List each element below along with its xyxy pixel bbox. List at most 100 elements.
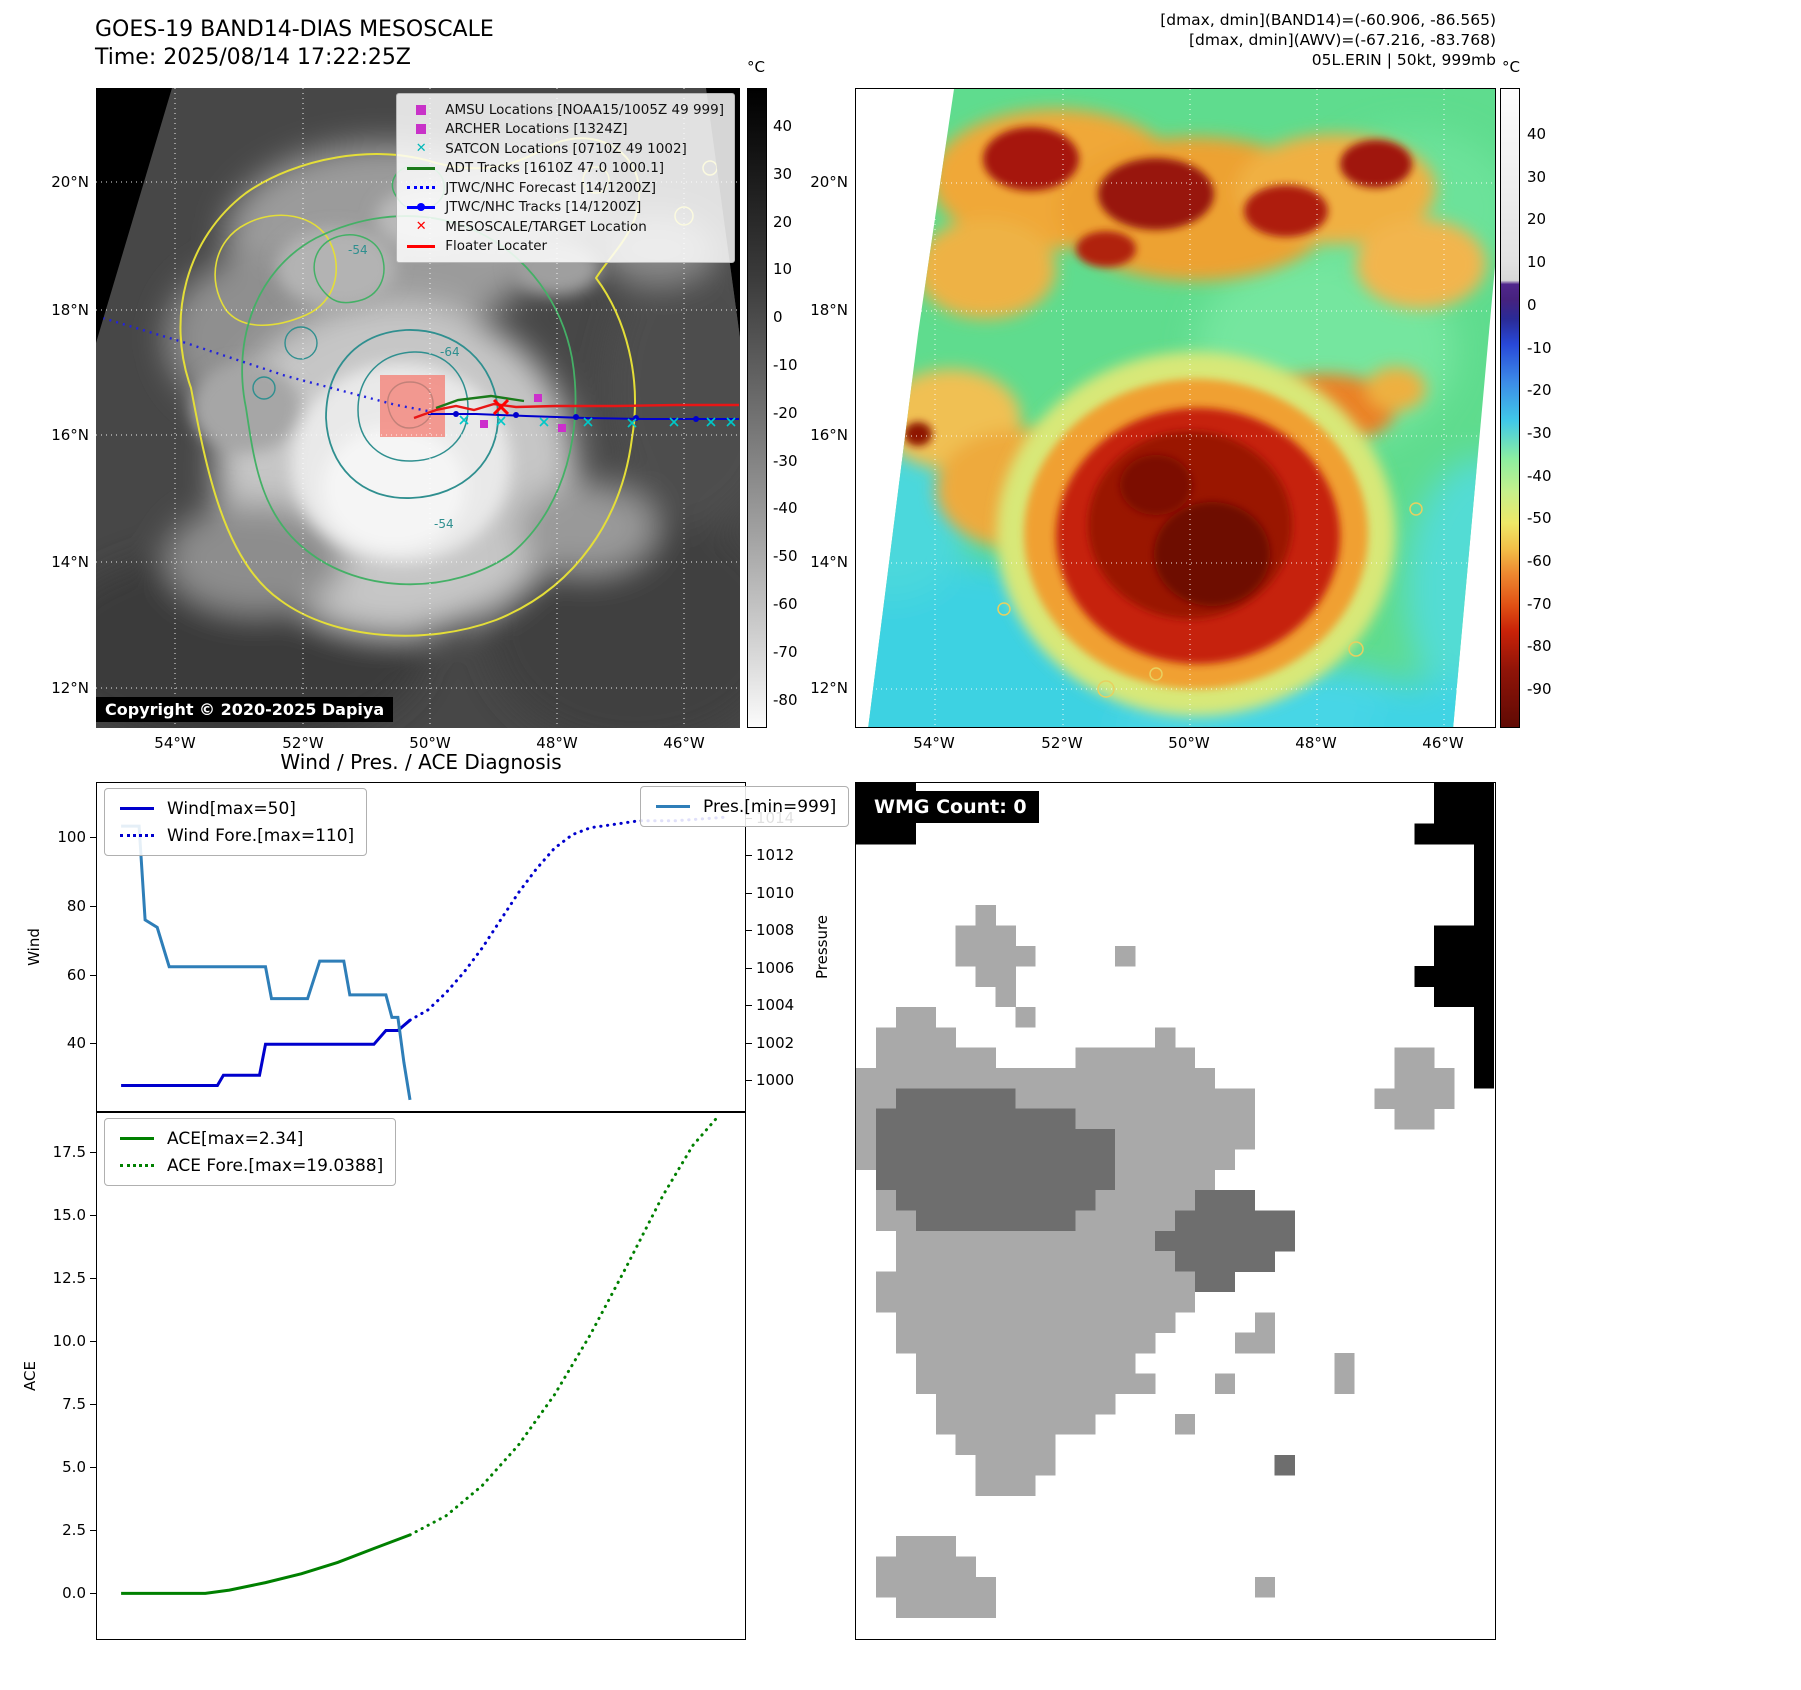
wmg-cell [1055, 1190, 1076, 1211]
wmg-cell [935, 1068, 956, 1089]
tick-mark [90, 1152, 96, 1154]
wmg-cell [1135, 1312, 1156, 1333]
wmg-cell [1015, 1414, 1036, 1435]
wmg-cell [1414, 1108, 1435, 1130]
wmg-cell [895, 1108, 917, 1130]
wmg-cell [1075, 1129, 1096, 1150]
wmg-cell [915, 1576, 937, 1598]
wmg-cell [1214, 1373, 1236, 1395]
tick-label: 15.0 [52, 1206, 86, 1225]
wmg-cell [915, 1291, 937, 1313]
wmg-cell [1194, 1190, 1216, 1211]
wmg-cell [1175, 1230, 1196, 1252]
wmg-cell [895, 1027, 917, 1048]
wmg-cell [935, 1149, 956, 1171]
wmg-cell [1095, 1129, 1116, 1150]
wmg-cell [915, 1373, 937, 1395]
wmg-cell [915, 1556, 937, 1578]
wmg-cell [1474, 1068, 1495, 1089]
tick-label: 12.5 [52, 1269, 86, 1287]
wmg-cell [935, 1190, 956, 1211]
chart-plot-area [121, 1116, 719, 1595]
tick-mark [90, 1215, 96, 1217]
tick-label: 20 [1527, 210, 1547, 229]
wmg-cell [1075, 1169, 1096, 1191]
wmg-cell [1095, 1393, 1116, 1415]
ace-legend: ACE[max=2.34] ACE Fore.[max=19.0388] [104, 1118, 397, 1186]
wmg-cell [1095, 1353, 1116, 1374]
wmg-cell [1115, 1068, 1136, 1089]
wmg-cell [955, 925, 976, 947]
wmg-cell [895, 1047, 917, 1069]
tick-label: 14°N [51, 553, 89, 571]
wmg-cell [1434, 945, 1455, 967]
wmg-cell [995, 1373, 1016, 1395]
wmg-cell [1015, 1373, 1036, 1395]
wmg-cell [1115, 1129, 1136, 1150]
wmg-cell [1454, 803, 1475, 825]
wmg-cell [1075, 1393, 1096, 1415]
wmg-cell [995, 1312, 1016, 1333]
wmg-cell [1135, 1271, 1156, 1293]
wmg-cell [1035, 1169, 1056, 1191]
wmg-cell [975, 1576, 996, 1598]
wmg-cell [1194, 1271, 1216, 1293]
wmg-cell [995, 1169, 1016, 1191]
wmg-cell [1155, 1312, 1176, 1333]
square-marker [403, 104, 439, 115]
pressure-axis-label: Pressure [813, 914, 831, 980]
wmg-cell [1394, 1068, 1415, 1089]
wmg-cell [1434, 783, 1455, 804]
wmg-cell [1175, 1047, 1196, 1069]
x-marker: ✕ [415, 141, 427, 157]
wmg-cell [935, 1291, 956, 1313]
line-marker [403, 166, 439, 170]
wmg-cell [915, 1108, 937, 1130]
wmg-cell [975, 1149, 996, 1171]
line-marker [117, 807, 157, 810]
wmg-cell [1035, 1068, 1056, 1089]
tick-label: -60 [1527, 552, 1552, 570]
tick-label: -80 [773, 690, 798, 709]
wmg-cell [1115, 1169, 1136, 1191]
wmg-cell [1334, 1353, 1355, 1374]
wmg-cell [875, 1129, 897, 1150]
wmg-cell [1175, 1251, 1196, 1272]
legend-label: Pres.[min=999] [703, 796, 837, 817]
wmg-cell [1075, 1230, 1096, 1252]
ir-image [856, 89, 1495, 727]
wmg-cell [1155, 1190, 1176, 1211]
jtwc-track-points [453, 411, 699, 422]
legend-label: Floater Locater [445, 238, 548, 255]
tick-mark [746, 892, 752, 894]
wmg-cell [1035, 1353, 1056, 1374]
chart-plot-area [121, 815, 725, 1101]
wmg-cell [995, 1414, 1016, 1435]
wmg-cell [1115, 1088, 1136, 1110]
wmg-cell [935, 1271, 956, 1293]
legend-label: ACE[max=2.34] [167, 1128, 304, 1149]
wmg-cell [1035, 1271, 1056, 1293]
tick-label: 1004 [756, 996, 795, 1015]
wmg-cell [1394, 1108, 1415, 1130]
tick-label: -30 [1527, 423, 1552, 442]
wmg-cell [1155, 1088, 1176, 1110]
wmg-cell [1135, 1251, 1156, 1272]
wmg-cell [915, 1088, 937, 1110]
wmg-cell [975, 925, 996, 947]
wmg-cell [1274, 1230, 1295, 1252]
wmg-cell [1095, 1332, 1116, 1354]
amsu-archer-markers [480, 394, 566, 432]
tick-mark [90, 974, 96, 976]
wmg-cell [895, 1291, 917, 1313]
wmg-cell [1015, 1230, 1036, 1252]
wmg-cell [1474, 1027, 1495, 1048]
mesoscale-target-box [380, 375, 445, 437]
wmg-cell [1274, 1210, 1295, 1232]
wmg-cell [1115, 1332, 1136, 1354]
legend-item: ARCHER Locations [1324Z] [403, 120, 724, 140]
wmg-cell [1414, 1068, 1435, 1089]
legend-item: Pres.[min=999] [653, 793, 836, 820]
wmg-cell [1214, 1230, 1236, 1252]
